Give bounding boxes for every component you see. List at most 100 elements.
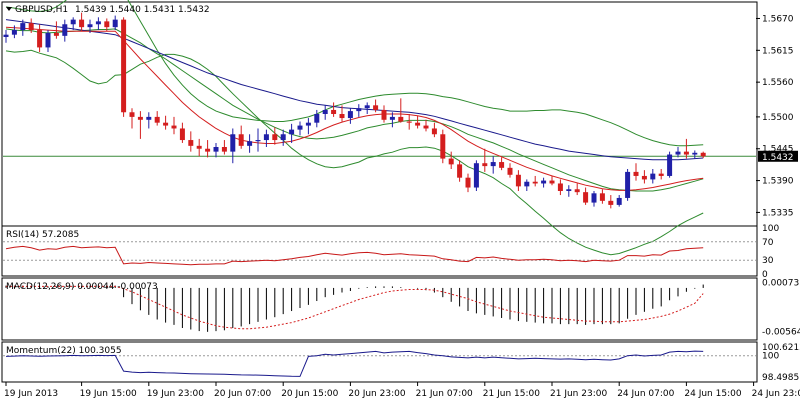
candle[interactable]: [112, 15, 118, 31]
candle[interactable]: [163, 115, 169, 130]
candle[interactable]: [137, 111, 143, 139]
candle-body: [364, 105, 370, 109]
candle[interactable]: [221, 140, 227, 155]
candle[interactable]: [692, 150, 698, 159]
candle[interactable]: [37, 24, 43, 53]
candle[interactable]: [532, 175, 538, 187]
candle[interactable]: [683, 138, 689, 159]
candle-body: [499, 162, 505, 168]
candle[interactable]: [440, 129, 446, 164]
candle[interactable]: [482, 148, 488, 172]
candle[interactable]: [146, 112, 152, 129]
candle[interactable]: [188, 131, 194, 152]
time-tick-label: 19 Jun 2013: [4, 389, 58, 399]
candle[interactable]: [566, 185, 572, 197]
candle[interactable]: [121, 17, 127, 117]
candle[interactable]: [667, 151, 673, 178]
candle[interactable]: [213, 142, 219, 158]
candle[interactable]: [79, 12, 85, 32]
candle[interactable]: [70, 17, 76, 31]
candle[interactable]: [675, 147, 681, 158]
candle[interactable]: [238, 125, 244, 149]
candle-body: [641, 175, 647, 180]
candle[interactable]: [583, 187, 589, 205]
candle[interactable]: [515, 170, 521, 191]
candle[interactable]: [389, 112, 395, 128]
candle[interactable]: [574, 183, 580, 196]
candle[interactable]: [104, 18, 110, 32]
candle-body: [146, 116, 152, 120]
candle-body: [566, 189, 572, 191]
candle[interactable]: [364, 102, 370, 114]
candle[interactable]: [272, 127, 278, 145]
candle[interactable]: [658, 169, 664, 180]
candle[interactable]: [608, 195, 614, 209]
candle[interactable]: [20, 19, 26, 36]
candle[interactable]: [373, 99, 379, 113]
candle[interactable]: [541, 177, 547, 188]
candle[interactable]: [406, 114, 412, 130]
candlesticks[interactable]: [3, 12, 706, 209]
candle[interactable]: [28, 18, 34, 33]
candle[interactable]: [415, 115, 421, 129]
candle-body: [20, 23, 26, 31]
candle[interactable]: [179, 122, 185, 143]
candle[interactable]: [45, 30, 51, 53]
candle[interactable]: [305, 118, 311, 135]
candle[interactable]: [457, 160, 463, 182]
candle[interactable]: [53, 21, 59, 39]
candle[interactable]: [95, 17, 101, 31]
candle[interactable]: [331, 102, 337, 117]
candle[interactable]: [423, 119, 429, 132]
candle-body: [356, 108, 362, 112]
symbol-label: GBPUSD,H1: [15, 5, 68, 15]
candle[interactable]: [247, 134, 253, 153]
candle[interactable]: [297, 121, 303, 136]
time-tick-label: 20 Jun 15:00: [281, 389, 338, 399]
candle[interactable]: [448, 151, 454, 169]
candle[interactable]: [625, 169, 631, 201]
candle[interactable]: [347, 108, 353, 124]
candle[interactable]: [549, 175, 555, 186]
candle[interactable]: [507, 163, 513, 178]
candle[interactable]: [641, 170, 647, 184]
triangle-down-icon[interactable]: [6, 7, 12, 11]
candle-body: [188, 140, 194, 146]
candle[interactable]: [356, 104, 362, 117]
candle[interactable]: [473, 160, 479, 191]
candle[interactable]: [339, 105, 345, 122]
candle[interactable]: [289, 123, 295, 143]
candle[interactable]: [196, 138, 202, 157]
candle[interactable]: [650, 169, 656, 184]
candle[interactable]: [255, 128, 261, 152]
candle[interactable]: [599, 189, 605, 204]
candle[interactable]: [11, 25, 17, 39]
candle[interactable]: [591, 191, 597, 207]
candle[interactable]: [62, 19, 68, 42]
candle[interactable]: [3, 30, 9, 43]
candle[interactable]: [499, 157, 505, 171]
candle[interactable]: [205, 140, 211, 158]
candle[interactable]: [87, 19, 93, 33]
candle[interactable]: [263, 129, 269, 147]
candle[interactable]: [616, 195, 622, 207]
candle[interactable]: [490, 156, 496, 174]
candle[interactable]: [154, 111, 160, 126]
candle[interactable]: [322, 105, 328, 120]
candle[interactable]: [381, 105, 387, 123]
candle-body: [322, 109, 328, 114]
candle[interactable]: [700, 151, 706, 158]
candle[interactable]: [230, 128, 236, 164]
candle[interactable]: [171, 116, 177, 135]
candle[interactable]: [633, 163, 639, 181]
candle[interactable]: [557, 179, 563, 196]
candle[interactable]: [431, 122, 437, 138]
candle[interactable]: [465, 173, 471, 193]
candle[interactable]: [524, 179, 530, 191]
candle[interactable]: [314, 109, 320, 128]
candle[interactable]: [129, 108, 135, 129]
candle[interactable]: [280, 129, 286, 146]
candle[interactable]: [398, 98, 404, 123]
time-axis: 19 Jun 2013 19 Jun 15:00 19 Jun 23:00 20 Ju…: [4, 382, 800, 399]
